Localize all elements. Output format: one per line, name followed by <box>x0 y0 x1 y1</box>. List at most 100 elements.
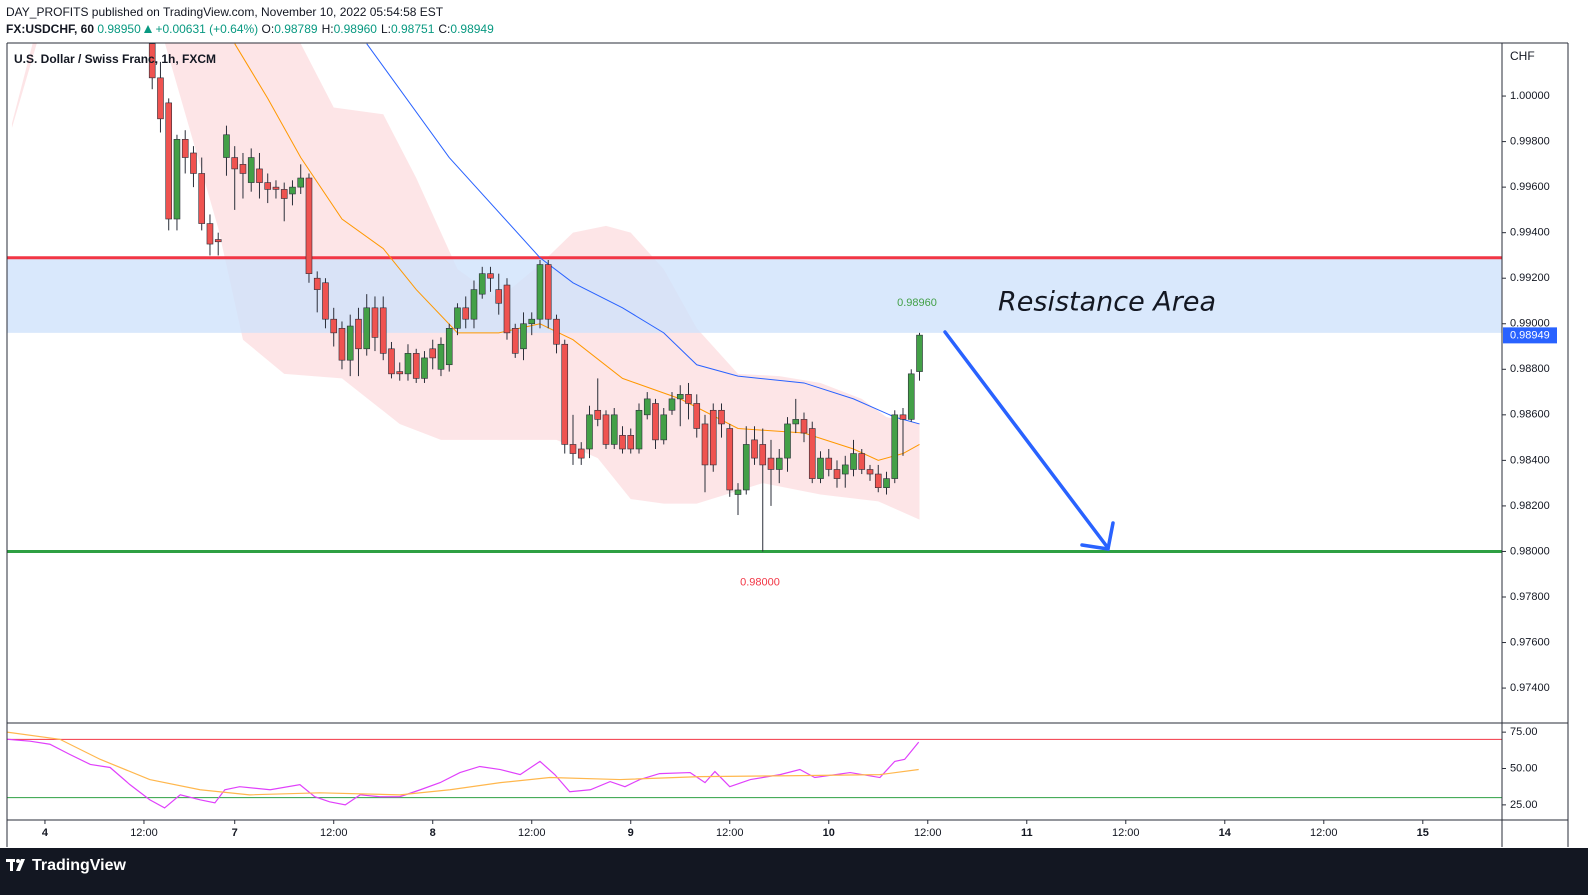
y2-tick-label: 75.00 <box>1510 726 1538 738</box>
x-tick-label: 12:00 <box>914 827 942 839</box>
candle-body <box>586 414 593 450</box>
currency: CHF <box>1510 49 1535 63</box>
candle-body <box>734 489 742 495</box>
price: 0.98950 <box>97 22 141 36</box>
candle-body <box>594 409 602 420</box>
change: +0.00631 (+0.64%) <box>155 22 259 36</box>
candle-body <box>478 273 486 295</box>
candle-body <box>544 264 552 320</box>
y-tick-label: 0.99200 <box>1510 272 1550 284</box>
moving-average <box>366 43 920 425</box>
candle-body <box>701 423 709 466</box>
candle-body <box>643 398 651 416</box>
candle-body <box>792 419 800 425</box>
candle-body <box>874 473 882 488</box>
x-tick-label: 12:00 <box>518 827 546 839</box>
y-tick-label: 0.99600 <box>1510 181 1550 193</box>
candle-body <box>165 102 173 220</box>
candle-body <box>726 428 734 491</box>
author-line: DAY_PROFITS published on TradingView.com… <box>6 5 444 19</box>
candle-body <box>181 139 189 158</box>
candle-body <box>198 173 206 224</box>
candle-body <box>256 168 263 183</box>
candle-body <box>767 457 775 470</box>
y-tick-label: 0.98200 <box>1510 500 1550 512</box>
candle-body <box>445 328 453 366</box>
candle-body <box>676 394 684 400</box>
candle-body <box>412 353 420 379</box>
y-tick-label: 1.00000 <box>1510 90 1550 102</box>
candle-body <box>454 307 461 329</box>
last-price-label: 0.98949 <box>1510 329 1550 341</box>
ohlc-value: 0.98960 <box>333 22 377 36</box>
x-tick-label: 12:00 <box>320 827 348 839</box>
candle-body <box>577 448 585 459</box>
candle-body <box>916 334 923 372</box>
ohlc: O:0.98789 H:0.98960 L:0.98751 C:0.98949 <box>262 22 498 36</box>
candle-body <box>148 43 156 79</box>
y-tick-label: 0.99800 <box>1510 136 1550 148</box>
x-tick-label: 10 <box>823 827 835 839</box>
y-tick-label: 0.97800 <box>1510 591 1550 603</box>
y-tick-label: 0.98800 <box>1510 363 1550 375</box>
y2-tick-label: 25.00 <box>1510 799 1538 811</box>
candle-body <box>231 157 239 170</box>
x-tick-label: 12:00 <box>1112 827 1140 839</box>
candle-body <box>379 307 387 354</box>
candle-body <box>841 464 849 475</box>
candle-body <box>503 284 511 334</box>
x-tick-label: 7 <box>232 827 238 839</box>
candle-body <box>685 394 692 404</box>
candle-body <box>850 453 857 470</box>
candle-body <box>660 414 668 441</box>
candle-body <box>808 428 816 479</box>
candle-body <box>239 164 247 174</box>
candle-body <box>899 414 907 420</box>
x-tick-label: 8 <box>430 827 436 839</box>
candle-body <box>157 77 164 120</box>
candle-body <box>759 444 767 466</box>
candle-body <box>272 186 280 190</box>
candle-body <box>635 409 643 450</box>
candle-body <box>718 409 725 425</box>
y-tick-label: 0.97400 <box>1510 682 1550 694</box>
candle-body <box>396 371 404 375</box>
candle-body <box>520 323 527 350</box>
candle-body <box>437 343 445 370</box>
x-tick-label: 14 <box>1219 827 1232 839</box>
support-label: 0.98000 <box>740 576 780 588</box>
candle-body <box>528 318 536 325</box>
candle-body <box>280 189 288 199</box>
candle-body <box>883 478 890 488</box>
candle-body <box>536 264 544 320</box>
candle-body <box>553 318 560 345</box>
price-pane <box>7 43 1502 553</box>
axes: 0.98960 0.98000 1.00000 0.99800 0.99600 0.994… <box>42 90 1557 839</box>
rsi-line <box>7 731 919 796</box>
logo <box>6 859 25 871</box>
candle-body <box>247 157 255 183</box>
x-tick-label: 11 <box>1021 827 1033 839</box>
candle-body <box>610 414 618 445</box>
header: DAY_PROFITS published on TradingView.com… <box>6 4 498 38</box>
annotation: Resistance Area <box>998 287 1216 318</box>
arrow <box>943 330 1115 551</box>
candle-body <box>891 414 899 479</box>
candle-body <box>223 134 230 158</box>
x-tick-label: 12:00 <box>716 827 744 839</box>
candle-body <box>602 414 610 445</box>
candle-body <box>907 373 915 420</box>
y-tick-label: 0.97600 <box>1510 636 1550 648</box>
candle-body <box>330 318 338 334</box>
candle-body <box>173 139 181 220</box>
y-tick-label: 0.98600 <box>1510 409 1550 421</box>
candle-body <box>833 469 841 479</box>
x-tick-label: 9 <box>628 827 634 839</box>
y-tick-label: 0.98000 <box>1510 545 1550 557</box>
candle-body <box>322 282 329 320</box>
candle-body <box>817 457 824 479</box>
candle-body <box>742 444 750 491</box>
candle-body <box>346 325 354 361</box>
candle-body <box>800 419 808 434</box>
